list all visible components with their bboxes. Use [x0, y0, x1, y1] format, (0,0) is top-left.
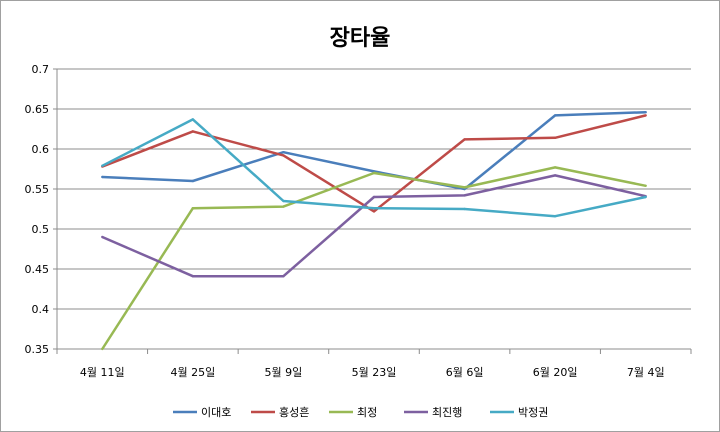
data-point: [644, 111, 647, 114]
data-point: [191, 130, 195, 133]
legend-label: 최정: [357, 406, 377, 419]
data-point: [282, 151, 285, 154]
legend-label: 최진행: [432, 406, 462, 419]
data-point: [553, 166, 557, 169]
x-tick-label: 5월 9일: [265, 365, 303, 379]
y-tick-label: 0.55: [25, 183, 50, 196]
data-point: [644, 195, 647, 199]
data-point: [372, 195, 376, 199]
series-lines: [101, 110, 647, 351]
series-line-3: [101, 166, 646, 350]
x-tick-label: 4월 11일: [80, 365, 125, 379]
data-point: [644, 114, 647, 117]
y-tick-label: 0.7: [32, 63, 50, 76]
x-tick-label: 4월 25일: [170, 365, 215, 379]
y-axis: 0.35 0.4 0.45 0.5 0.55 0.6 0.65 0.7: [25, 63, 58, 356]
y-tick-label: 0.45: [25, 263, 50, 276]
legend-label: 박정권: [518, 406, 548, 419]
data-point: [191, 179, 195, 183]
data-point: [372, 210, 376, 213]
legend: 이대호 홍성흔 최정 최진행 박정권: [173, 405, 548, 419]
data-point: [553, 215, 557, 218]
data-point: [101, 175, 104, 179]
data-point: [463, 186, 466, 189]
x-tick-label: 6월 20일: [533, 365, 578, 379]
data-point: [191, 207, 195, 210]
gridlines: [57, 68, 691, 350]
y-tick-label: 0.5: [32, 223, 50, 236]
x-axis: 4월 11일 4월 25일 5월 9일 5월 23일 6월 6일 6월 20일 7월 4일: [56, 348, 692, 379]
data-point: [372, 171, 376, 175]
data-point: [553, 114, 557, 117]
data-point: [101, 235, 104, 239]
data-point: [101, 164, 104, 167]
legend-label: 홍성흔: [279, 405, 309, 419]
y-tick-label: 0.35: [25, 343, 50, 356]
data-point: [282, 205, 285, 208]
data-point: [553, 174, 557, 177]
series-line-4: [101, 174, 646, 278]
data-point: [282, 275, 285, 278]
x-tick-label: 5월 23일: [352, 365, 397, 379]
data-point: [463, 207, 466, 211]
data-point: [191, 118, 195, 121]
data-point: [463, 138, 466, 141]
data-point: [191, 275, 195, 278]
data-point: [463, 194, 466, 197]
y-tick-label: 0.4: [32, 303, 50, 316]
x-tick-label: 6월 6일: [446, 365, 484, 379]
x-tick-label: 7월 4일: [627, 365, 665, 379]
y-tick-label: 0.6: [32, 143, 50, 156]
legend-label: 이대호: [201, 406, 231, 419]
data-point: [644, 184, 647, 187]
data-point: [553, 136, 557, 139]
data-point: [372, 207, 376, 210]
chart-title: 장타율: [330, 26, 391, 51]
y-tick-label: 0.65: [25, 103, 50, 116]
data-point: [282, 199, 285, 203]
data-point: [101, 347, 104, 351]
data-point: [282, 154, 285, 157]
